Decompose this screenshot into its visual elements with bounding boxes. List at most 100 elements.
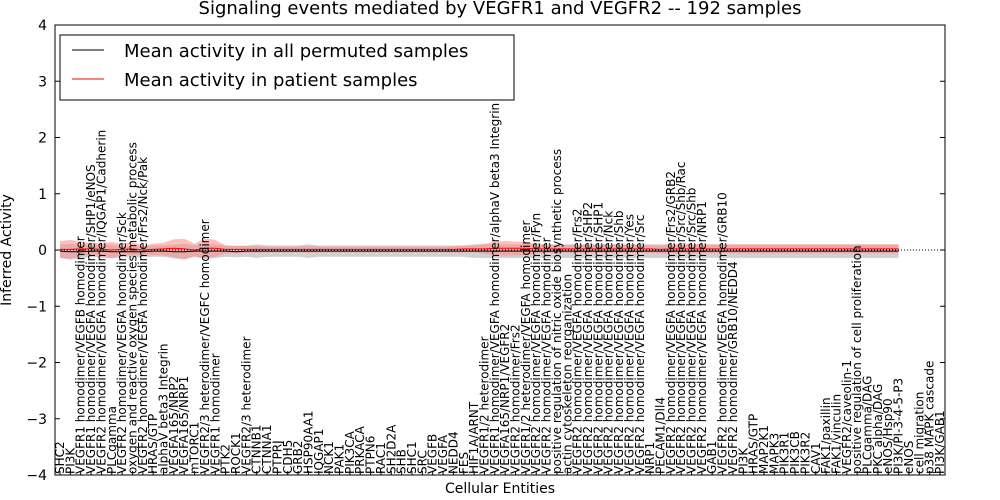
- category-label: FAK1/vinculin: [830, 394, 844, 474]
- category-label: VEGFR2 homodimer/VEGFA homodimer/Shb: [612, 211, 626, 475]
- category-label: VEGFR2 homodimer/VEGFA homodimer/Yes: [622, 214, 636, 474]
- category-label: HIF1A/ARNT: [467, 401, 481, 474]
- legend-label-permuted: Mean activity in all permuted samples: [124, 41, 468, 62]
- y-tick-label: −3: [26, 412, 47, 428]
- category-label: PLCgamma: [105, 406, 119, 474]
- category-label: VEGFB: [426, 434, 440, 474]
- series-line-patient: [60, 247, 899, 251]
- category-label: VEGFA165/NRP1: [177, 376, 191, 474]
- category-label: PI3K/PI-3-4-5-P3: [892, 378, 906, 474]
- category-label: VEGFA: [436, 434, 450, 474]
- category-label: VEGFR2 homodimer/VEGFA homodimer: [540, 237, 554, 474]
- category-label: VEGFR2 homodimer/VEGFA homodimer/Src: [633, 214, 647, 474]
- y-tick-label: −1: [26, 299, 47, 315]
- category-label: VEGFR2 homodimer/VEGFA homodimer/GRB10: [716, 192, 730, 474]
- category-label: positive regulation of cell proliferatio…: [850, 245, 864, 474]
- y-tick-label: 4: [38, 18, 47, 34]
- category-label: CDH5: [281, 440, 295, 474]
- category-label: PTPN6: [364, 436, 378, 474]
- y-axis-label: Inferred Activity: [0, 194, 15, 306]
- category-label: VEGFR2 homodimer/Frs2: [509, 324, 523, 474]
- y-tick-label: 0: [38, 243, 47, 259]
- category-label: VEGFR1/2 heterodimer: [478, 336, 492, 474]
- category-label: PKC alpha/DAG: [871, 384, 885, 474]
- legend-label-patient: Mean activity in patient samples: [124, 70, 418, 91]
- y-axis-ticks: 4 3 2 1 0 −1 −2 −3 −4: [26, 18, 945, 484]
- x-axis-ticks: [59, 471, 941, 475]
- category-label: VEGFA165/NRP2: [167, 376, 181, 474]
- category-label: PTK2: [219, 444, 233, 474]
- category-label: VEGFR2/caveolin-1: [840, 360, 854, 474]
- category-label: HSP90AA1: [302, 410, 316, 474]
- legend: Mean activity in all permuted samples Me…: [59, 34, 515, 101]
- category-label: mTORC1: [188, 422, 202, 474]
- chart-title: Signaling events mediated by VEGFR1 and …: [199, 0, 802, 19]
- category-label: VEGFR1 homodimer/VEGFB homodimer: [74, 236, 88, 474]
- category-label: oxygen and reactive oxygen species metab…: [126, 142, 140, 474]
- category-label: VEGFR2 homodimer/VEGFA homodimer/Frs2: [571, 209, 585, 475]
- category-label: VEGFR2 homodimer/VEGFA homodimer/Frs2/GR…: [664, 171, 678, 474]
- category-label: VEGFR2 homodimer/VEGFA homodimer/NRP1: [695, 201, 709, 474]
- category-label: PLCgamma/DAG: [861, 376, 875, 474]
- category-label: VEGFR2 homodimer/VEGFA homodimer/Nck: [602, 211, 616, 474]
- category-label: GRB2: [291, 440, 305, 474]
- category-label: PI3K: [63, 447, 77, 474]
- category-label: VEGFR1 homodimer: [208, 353, 222, 474]
- category-label: PIK3R1: [778, 432, 792, 474]
- series-line-permuted: [59, 250, 899, 253]
- category-label: VEGFR2 homodimer/VEGFA homodimer/IQGAP1/…: [94, 130, 108, 474]
- y-tick-label: −2: [26, 356, 47, 372]
- category-label: VEGFR2 homodimer/VEGFA homodimer/SHP1: [591, 202, 605, 474]
- category-label: VEGFR1 homodimer/VEGFA homodimer/alphaV …: [488, 103, 502, 474]
- y-tick-label: 1: [38, 187, 47, 203]
- category-label: VEGFR2/3 heterodimer: [239, 336, 253, 474]
- category-label: VEGFR2 homodimer/VEGFA homodimer/Src/Shb: [685, 188, 699, 474]
- category-label: PTPRJ: [270, 440, 284, 474]
- category-label: FES: [457, 452, 471, 474]
- category-label: GAB1: [705, 441, 719, 474]
- category-label: VEGFR2/3 heterodimer/VEGFC homodimer: [198, 219, 212, 474]
- y-tick-label: 2: [38, 131, 47, 147]
- category-label: actin cytoskeleton reorganization: [560, 274, 574, 474]
- category-label: RAC1: [374, 442, 388, 474]
- legend-box: [59, 34, 515, 101]
- y-tick-label: −4: [26, 468, 47, 484]
- category-label: MAP2K1: [757, 425, 771, 474]
- series-lines: [59, 247, 899, 253]
- category-label: CAV1: [809, 442, 823, 474]
- category-label: VEGFR2 homodimer/VEGFA homodimer/Src/Shb…: [674, 162, 688, 475]
- category-label: HRAS/GTP: [146, 414, 160, 474]
- category-label: PRKACA: [353, 425, 367, 474]
- category-label: eNOS: [902, 441, 916, 474]
- category-label: MAPK3: [767, 433, 781, 474]
- category-label: SRC: [415, 450, 429, 474]
- category-label: VEGFR2 homodimer/GRB10/NEDD4: [726, 261, 740, 474]
- category-label: VEGFR1/2 heterodimer/VEGFA homodimer: [519, 221, 533, 474]
- category-label: VEGFR2 homodimer/VEGFA homodimer/SHP2: [581, 202, 595, 474]
- category-label: PECAM1/Dll4: [654, 397, 668, 474]
- category-label: eNOS/Hsp90: [881, 398, 895, 474]
- category-label: SHC1: [405, 441, 419, 474]
- category-label: VEGFR2 homodimer/VEGFA homodimer/Frs2/Nc…: [136, 157, 150, 474]
- category-label: SHB: [395, 449, 409, 474]
- category-label: NEDD4: [446, 431, 460, 474]
- category-label: VEGFA165/NRP1/VEGFR2: [498, 324, 512, 474]
- category-label: cell migration: [912, 392, 926, 474]
- category-label: PIK3CA: [343, 430, 357, 474]
- category-label: alphaV beta3 Integrin: [157, 343, 171, 474]
- category-label: PI3K: [736, 447, 750, 474]
- category-label: CTNNA1: [260, 424, 274, 474]
- category-label: p38 MAPK cascade: [923, 361, 937, 474]
- category-label: ROCK1: [229, 432, 243, 474]
- category-label: NRP1: [643, 442, 657, 474]
- category-label: PIK3R2: [798, 432, 812, 474]
- category-label: SHC2: [53, 441, 67, 474]
- category-label: VEGFR2 homodimer/VEGFA homodimer/Fyn: [529, 213, 543, 474]
- x-axis-label: Cellular Entities: [445, 481, 555, 497]
- category-label: PI3K/GAB1: [933, 410, 947, 474]
- category-label: VEGFR2 homodimer/VEGFA homodimer/Sck: [115, 212, 129, 474]
- category-label: positive regulation of nitric oxide bios…: [550, 149, 564, 474]
- category-label: PAK1: [333, 444, 347, 474]
